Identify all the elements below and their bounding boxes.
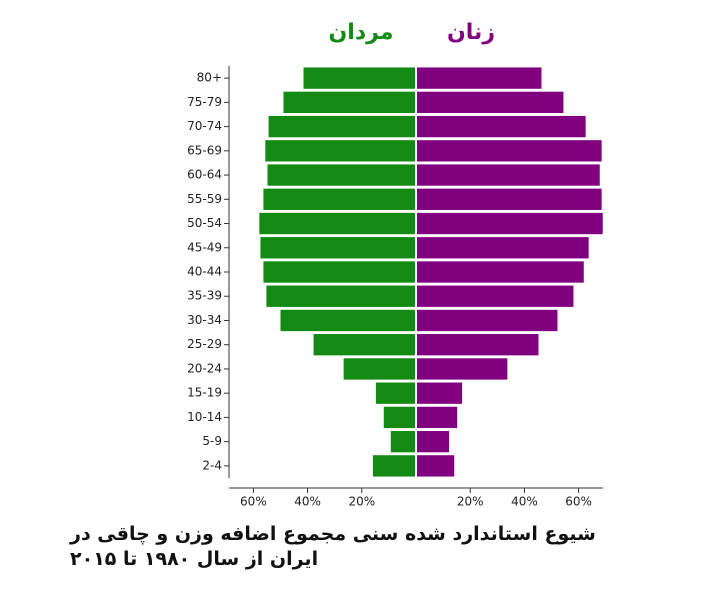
bar — [417, 261, 584, 283]
y-tick-label: 65-69 — [187, 143, 222, 157]
bar — [283, 91, 415, 114]
y-tick-label: 30-34 — [187, 313, 222, 327]
x-tick-label: 20% — [348, 495, 375, 509]
y-tick-label: 45-49 — [187, 240, 222, 254]
bar — [417, 188, 602, 210]
y-tick-label: 10-14 — [187, 410, 222, 424]
bar — [417, 212, 603, 235]
chart: 80+ 75-79 70-74 65-69 60-64 55-59 50-54 45-49 40… — [187, 20, 603, 509]
x-tick-label: 60% — [240, 495, 267, 509]
x-tick-label: 40% — [511, 495, 538, 509]
bar — [260, 237, 415, 259]
bar — [417, 67, 542, 89]
y-tick-label: 5-9 — [202, 434, 222, 448]
y-tick-label: 2-4 — [202, 458, 222, 472]
bar — [263, 188, 415, 210]
bar — [343, 358, 415, 380]
y-tick-label: 15-19 — [187, 386, 222, 400]
bar — [313, 334, 415, 356]
bar — [417, 140, 602, 162]
bar — [417, 334, 539, 356]
bar — [417, 406, 458, 429]
bar — [390, 430, 415, 453]
bar — [280, 309, 415, 332]
x-tick-label: 40% — [294, 495, 321, 509]
y-tick-label: 55-59 — [187, 192, 222, 206]
bar — [417, 115, 586, 138]
y-tick-label: 40-44 — [187, 265, 222, 279]
y-tick-label: 60-64 — [187, 168, 222, 182]
bar — [265, 140, 415, 162]
bar — [417, 237, 589, 259]
bar — [417, 382, 463, 404]
bar — [417, 455, 455, 477]
bar — [417, 91, 564, 114]
bar — [267, 164, 415, 186]
legend-label: مردان — [329, 20, 394, 45]
bar — [417, 358, 508, 380]
y-tick-label: 70-74 — [187, 119, 222, 133]
y-tick-label: 25-29 — [187, 337, 222, 351]
y-tick-label: 80+ — [197, 71, 222, 85]
bar — [372, 455, 415, 477]
y-tick-label: 20-24 — [187, 361, 222, 375]
x-tick-label: 20% — [457, 495, 484, 509]
bar — [417, 285, 574, 307]
x-tick-label: 60% — [565, 495, 592, 509]
bar — [259, 212, 415, 235]
bar — [303, 67, 415, 89]
y-tick-label: 50-54 — [187, 216, 222, 230]
bar — [263, 261, 415, 283]
bar — [375, 382, 415, 404]
bar — [383, 406, 415, 429]
y-tick-label: 35-39 — [187, 289, 222, 303]
chart-title: شیوع استاندارد شده سنی مجموع اضافه وزن و… — [70, 523, 596, 570]
bar — [268, 115, 415, 138]
bar — [417, 164, 600, 186]
legend-label: زنان — [447, 20, 495, 45]
bar — [417, 430, 450, 453]
bar — [266, 285, 415, 307]
bar — [417, 309, 558, 332]
y-tick-label: 75-79 — [187, 95, 222, 109]
